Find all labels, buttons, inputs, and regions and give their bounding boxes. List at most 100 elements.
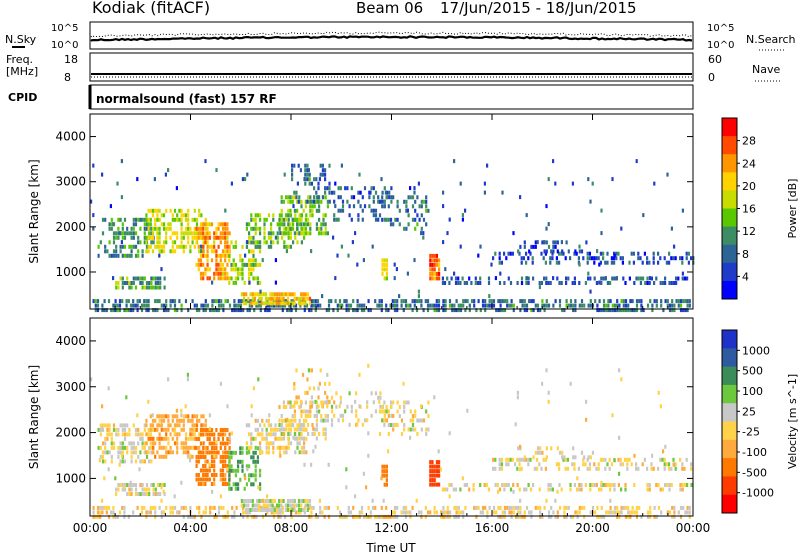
power-cell (213, 308, 216, 313)
velocity-cell (304, 400, 307, 405)
power-cell (136, 303, 139, 308)
power-cell (289, 292, 292, 297)
power-cell (318, 208, 321, 213)
velocity-cell (468, 487, 471, 492)
power-cell (283, 244, 286, 249)
power-cell (176, 308, 179, 313)
power-cell (230, 240, 233, 245)
power-cell (197, 258, 200, 263)
power-cell (248, 249, 251, 254)
power-cell (94, 308, 97, 313)
power-cell (377, 195, 380, 200)
power-cell (173, 249, 177, 254)
power-cell (543, 249, 546, 254)
velocity-cell (231, 514, 234, 519)
power-cell (272, 303, 276, 308)
velocity-cell (101, 498, 104, 503)
velocity-cell (117, 483, 120, 487)
velocity-cell (173, 494, 176, 499)
power-cell (510, 299, 513, 304)
velocity-cell (259, 445, 262, 450)
power-cell (635, 299, 639, 304)
power-cell (173, 308, 177, 313)
power-cell (591, 181, 594, 186)
velocity-cell (208, 426, 211, 431)
velocity-cell (117, 427, 120, 432)
power-cell (316, 299, 320, 304)
power-cell (257, 299, 260, 304)
power-cell (560, 281, 563, 285)
power-cell (291, 195, 294, 200)
velocity-cell (383, 473, 386, 478)
velocity-cell (94, 514, 97, 519)
power-cell (160, 244, 163, 249)
power-cell (112, 240, 116, 245)
velocity-cell (254, 445, 257, 450)
velocity-cell (486, 514, 489, 519)
velocity-cell (248, 473, 251, 478)
power-cell (664, 281, 667, 285)
power-cell (425, 204, 428, 209)
velocity-cell (189, 432, 192, 437)
velocity-cell (425, 409, 428, 414)
velocity-cell (249, 499, 252, 503)
power-cell (435, 253, 438, 258)
power-cell (234, 276, 237, 281)
power-cell (145, 281, 149, 285)
velocity-cell (121, 441, 124, 446)
velocity-cell (572, 514, 575, 519)
velocity-cell (282, 436, 285, 441)
power-colorbar-swatch (722, 262, 737, 282)
velocity-cell (498, 462, 501, 467)
power-cell (156, 235, 159, 240)
velocity-cell (563, 510, 566, 515)
velocity-cell (193, 514, 196, 519)
power-cell (613, 303, 617, 308)
velocity-cell (313, 414, 316, 418)
power-cell (213, 249, 216, 254)
power-cell (228, 258, 231, 263)
velocity-cell (556, 514, 559, 519)
power-cell (293, 217, 296, 222)
velocity-cell (285, 423, 288, 428)
velocity-cell (221, 482, 225, 486)
power-cell (413, 303, 416, 308)
velocity-cell (354, 399, 357, 404)
velocity-cell (296, 436, 299, 441)
power-cell (256, 292, 259, 297)
power-cell (249, 301, 252, 306)
power-cell (125, 303, 128, 308)
power-cell (411, 308, 414, 313)
velocity-cell (296, 445, 299, 450)
velocity-cell (300, 445, 303, 450)
velocity-cell (620, 377, 623, 382)
velocity-cell (481, 510, 485, 515)
velocity-cell (379, 395, 382, 400)
power-cell (277, 299, 280, 304)
power-cell (427, 208, 430, 213)
power-cell (635, 159, 638, 164)
velocity-cell (378, 409, 382, 414)
velocity-cell (664, 444, 667, 449)
velocity-cell (453, 505, 456, 510)
power-cell (411, 204, 415, 209)
velocity-colorbar-swatch (722, 421, 737, 441)
power-cell (552, 159, 555, 164)
power-cell (602, 256, 605, 261)
velocity-cell (688, 505, 691, 510)
velocity-cell (247, 503, 250, 508)
velocity-cell (659, 487, 662, 492)
velocity-cell (380, 476, 383, 481)
power-cell (299, 299, 302, 304)
power-cell (501, 190, 504, 195)
velocity-cell (589, 487, 592, 492)
velocity-cell (519, 444, 522, 449)
power-cell (470, 281, 473, 285)
power-cell (525, 308, 529, 313)
velocity-cell (679, 487, 682, 492)
power-cell (620, 308, 623, 313)
power-cell (640, 308, 643, 313)
velocity-cell (324, 400, 327, 405)
nsky-series (90, 35, 693, 42)
power-cell (285, 231, 288, 236)
